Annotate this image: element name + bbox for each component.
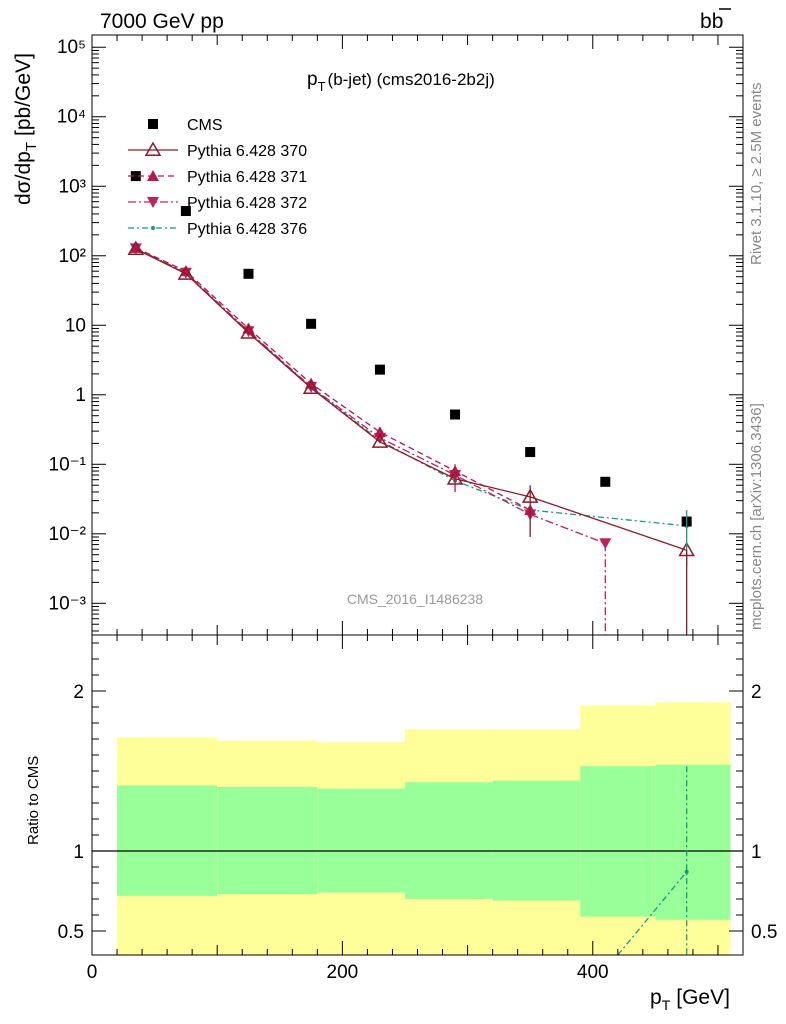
green-band bbox=[217, 787, 318, 895]
point-pythia-6-428-370 bbox=[240, 324, 257, 339]
ratio-xlabel-rest: [GeV] bbox=[676, 986, 730, 1009]
main-y-tick-label: 10⁻¹ bbox=[49, 454, 87, 475]
main-ylabel-t: T bbox=[23, 142, 40, 151]
ratio-y-tick-label-right: 2 bbox=[751, 682, 762, 703]
legend-marker bbox=[147, 197, 159, 208]
green-band bbox=[404, 782, 493, 899]
point-cms bbox=[306, 318, 317, 329]
green-band bbox=[580, 766, 656, 917]
point-pythia-6-428-370 bbox=[371, 433, 389, 448]
green-band bbox=[655, 764, 731, 920]
main-marks bbox=[127, 171, 695, 635]
header-right: bb bbox=[700, 10, 723, 33]
ratio-xlabel-p: p bbox=[650, 986, 662, 1009]
point-cms bbox=[525, 447, 536, 458]
ratio-x-tick-label: 200 bbox=[327, 962, 359, 983]
ratio-y-tick-label-right: 1 bbox=[751, 842, 762, 863]
point-pythia-6-428-370 bbox=[177, 265, 195, 280]
ratio-x-tick-label: 400 bbox=[577, 962, 609, 983]
ratio-x-tick-label: 0 bbox=[87, 962, 98, 983]
point-cms bbox=[180, 206, 191, 217]
header-left: 7000 GeV pp bbox=[100, 10, 224, 33]
main-y-tick-label: 10 bbox=[65, 315, 86, 336]
green-band bbox=[492, 780, 581, 901]
ratio-line-376 bbox=[617, 871, 688, 956]
mcplots-label: mcplots.cern.ch [arXiv:1306.3436] bbox=[748, 403, 765, 630]
main-y-tick-label: 1 bbox=[75, 385, 86, 406]
green-band bbox=[317, 788, 405, 893]
main-title-p: p bbox=[307, 69, 318, 90]
point-pythia-6-428-370 bbox=[127, 240, 145, 256]
green-band bbox=[117, 785, 218, 896]
point-pythia-6-428-370 bbox=[302, 379, 320, 395]
legend-item: Pythia 6.428 372 bbox=[128, 195, 307, 212]
point-cms bbox=[600, 476, 611, 487]
legend-label: Pythia 6.428 371 bbox=[187, 169, 307, 186]
main-y-tick-label: 10⁵ bbox=[57, 37, 86, 58]
main-y-tick-label: 10⁴ bbox=[57, 107, 86, 128]
main-ticks: 10⁻³ 10⁻² 10⁻¹ 1 10 10² 10³ 10⁴ 10⁵ bbox=[49, 35, 744, 635]
ratio-panel: 0.5 0.5 1 1 2 2 0 200 400 Ratio to CMS pT [GeV] bbox=[25, 634, 777, 1013]
legend-item: Pythia 6.428 370 bbox=[128, 141, 307, 160]
legend-item: CMS bbox=[148, 117, 223, 134]
ratio-marks bbox=[92, 702, 743, 956]
main-y-tick-label: 10³ bbox=[59, 176, 86, 197]
ratio-y-tick-label: 1 bbox=[73, 842, 84, 863]
main-ylabel: dσ/dpT [pb/GeV] bbox=[12, 53, 40, 205]
legend-item: Pythia 6.428 376 bbox=[128, 221, 307, 238]
main-title-rest: (b-jet) (cms2016-2b2j) bbox=[328, 70, 495, 89]
legend: CMS Pythia 6.428 370 Pythia 6.428 371 Pythi… bbox=[128, 117, 307, 238]
legend-label: Pythia 6.428 376 bbox=[187, 221, 307, 238]
main-y-tick-label: 10⁻² bbox=[49, 524, 87, 545]
legend-item: Pythia 6.428 371 bbox=[128, 169, 307, 186]
main-title: pT (b-jet) (cms2016-2b2j) bbox=[307, 69, 495, 94]
header-right-bbar: b bbox=[712, 10, 724, 33]
ratio-y-tick-label-right: 0.5 bbox=[751, 922, 777, 943]
legend-label: Pythia 6.428 372 bbox=[187, 195, 307, 212]
main-y-tick-label: 10² bbox=[59, 246, 86, 267]
point-cms bbox=[243, 268, 254, 279]
point-pythia-6-428-371 bbox=[373, 426, 386, 438]
legend-label: CMS bbox=[187, 117, 223, 134]
ratio-ylabel: Ratio to CMS bbox=[25, 756, 42, 845]
ratio-y-tick-label: 2 bbox=[73, 682, 84, 703]
rivet-label: Rivet 3.1.10, ≥ 2.5M events bbox=[748, 83, 765, 266]
legend-marker bbox=[151, 226, 155, 230]
legend-label: Pythia 6.428 370 bbox=[187, 143, 307, 160]
ratio-xlabel: pT [GeV] bbox=[650, 986, 730, 1013]
legend-marker bbox=[144, 141, 162, 156]
legend-marker bbox=[147, 170, 159, 181]
line-pythia-6-428-370 bbox=[135, 248, 687, 551]
ratio-xlabel-t: T bbox=[662, 997, 671, 1013]
header-right-b: b bbox=[700, 10, 712, 33]
line-pythia-6-428-371 bbox=[135, 247, 531, 511]
point-cms bbox=[450, 409, 461, 420]
point-cms bbox=[374, 364, 385, 375]
ratio-y-tick-label: 0.5 bbox=[58, 922, 84, 943]
line-pythia-6-428-372 bbox=[135, 247, 606, 544]
legend-marker bbox=[148, 119, 158, 129]
main-ylabel-b: [pb/GeV] bbox=[12, 53, 35, 136]
main-y-tick-label: 10⁻³ bbox=[49, 593, 87, 614]
ratio-point-376 bbox=[684, 869, 689, 874]
main-title-t: T bbox=[318, 79, 326, 94]
point-cms bbox=[130, 171, 141, 182]
watermark: CMS_2016_I1486238 bbox=[347, 591, 483, 607]
main-ylabel-a: dσ/dp bbox=[12, 151, 35, 205]
ratio-ticks: 0.5 0.5 1 1 2 2 0 200 400 bbox=[58, 635, 777, 983]
